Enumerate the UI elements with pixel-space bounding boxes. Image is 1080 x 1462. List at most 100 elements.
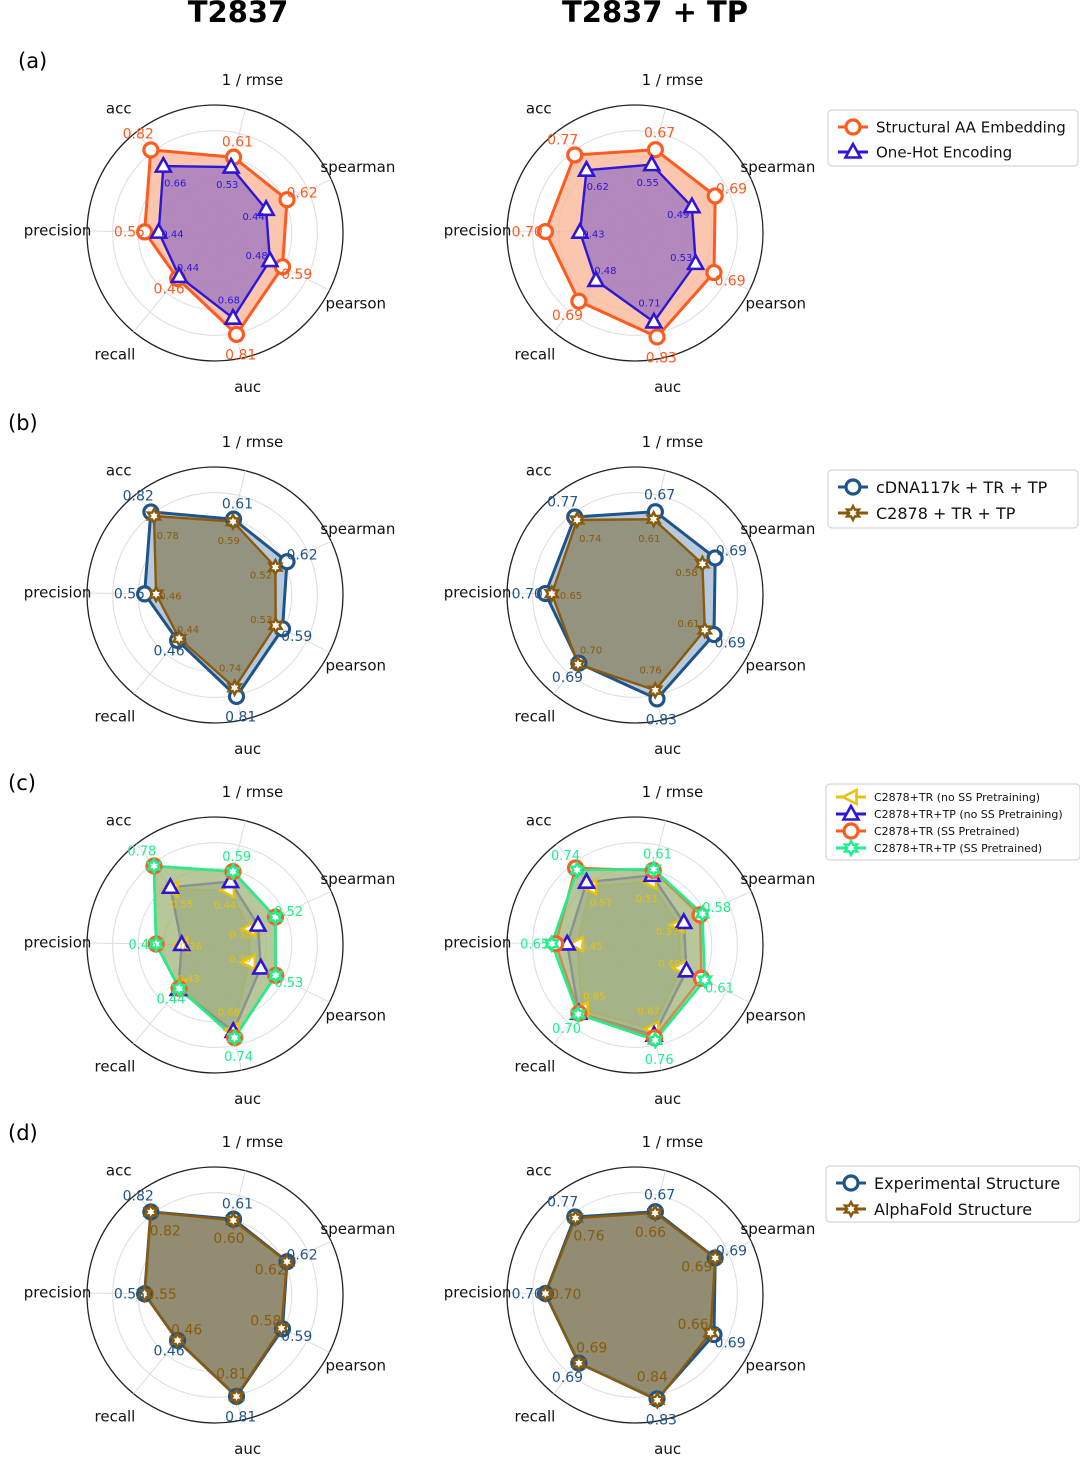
data-label: 0.65 bbox=[520, 937, 549, 952]
data-label: 0.70 bbox=[512, 1286, 543, 1302]
axis-label-recall: recall bbox=[515, 1058, 556, 1076]
data-label: 0.61 bbox=[638, 534, 660, 545]
data-label: 0.83 bbox=[646, 350, 677, 366]
legend-marker bbox=[841, 803, 861, 821]
data-point bbox=[568, 860, 586, 880]
data-label: 0.82 bbox=[123, 489, 154, 505]
series-markers-c2878-tr-tp bbox=[543, 509, 714, 700]
data-label: 0.45 bbox=[580, 941, 602, 952]
radar-chart-c-t2837: 1 / rmse spearman pearson auc recall precisio… bbox=[24, 783, 396, 1108]
legend-marker bbox=[842, 822, 860, 840]
axis-label-auc: auc bbox=[654, 378, 681, 396]
data-point bbox=[267, 557, 284, 577]
row-label-b: (b) bbox=[8, 411, 38, 435]
data-point bbox=[676, 960, 697, 978]
data-point bbox=[685, 252, 706, 271]
radar-chart-b-t2837-tp: 1 / rmse spearman pearson auc recall precisio… bbox=[444, 433, 816, 758]
data-label: 0.55 bbox=[114, 1287, 145, 1303]
data-point bbox=[570, 221, 590, 239]
data-label: 0.59 bbox=[281, 1329, 312, 1345]
data-point bbox=[646, 141, 664, 159]
data-label: 0.46 bbox=[171, 1322, 202, 1338]
axis-label-recall: recall bbox=[515, 346, 556, 364]
legends: Structural AA Embedding One-Hot Encoding c… bbox=[825, 109, 1080, 1223]
axis-label-precision: precision bbox=[24, 934, 92, 952]
data-point bbox=[267, 907, 284, 927]
axis-label-spearman: spearman bbox=[320, 158, 395, 176]
axis-label-recall: recall bbox=[95, 1408, 136, 1426]
data-label: 0.74 bbox=[579, 534, 601, 545]
data-label: 0.44 bbox=[242, 212, 264, 223]
data-label: 0.58 bbox=[250, 1313, 281, 1329]
data-label: 0.66 bbox=[678, 1317, 709, 1333]
series-c2878-tr-tp-ss-pretrained bbox=[550, 867, 707, 1042]
data-label: 0.52 bbox=[250, 571, 272, 582]
axis-label-spearman: spearman bbox=[740, 870, 815, 888]
series-c2878-tr-tp bbox=[152, 514, 277, 689]
data-point bbox=[136, 223, 154, 241]
data-label: 0.65 bbox=[560, 591, 582, 602]
axis-label-1-rmse: 1 / rmse bbox=[222, 433, 284, 451]
data-point bbox=[543, 934, 561, 954]
legend-marker bbox=[844, 478, 862, 496]
data-label: 0.61 bbox=[643, 847, 672, 862]
axis-label-pearson: pearson bbox=[325, 1357, 386, 1375]
data-label: 0.76 bbox=[639, 666, 661, 677]
radar-chart-d-t2837: 1 / rmse spearman pearson auc recall precisio… bbox=[24, 1133, 396, 1458]
data-label: 0.44 bbox=[214, 901, 236, 912]
data-label: 0.62 bbox=[286, 1248, 317, 1264]
data-point bbox=[142, 1202, 160, 1222]
data-point bbox=[260, 249, 280, 268]
data-label: 0.77 bbox=[547, 132, 578, 148]
axis-label-1-rmse: 1 / rmse bbox=[642, 433, 704, 451]
axis-label-pearson: pearson bbox=[325, 657, 386, 675]
data-label: 0.65 bbox=[583, 991, 605, 1002]
series-alphafold-structure bbox=[143, 1210, 289, 1398]
data-point bbox=[223, 307, 243, 325]
data-label: 0.55 bbox=[146, 1287, 177, 1303]
data-label: 0.52 bbox=[274, 905, 303, 920]
data-label: 0.67 bbox=[644, 126, 675, 142]
data-point bbox=[537, 1283, 554, 1304]
data-label: 0.55 bbox=[637, 178, 659, 189]
data-point bbox=[272, 1318, 290, 1338]
series-c2878-tr-tp bbox=[550, 518, 706, 692]
grid-ring bbox=[506, 104, 764, 362]
data-label: 0.66 bbox=[635, 1225, 666, 1241]
axis-label-pearson: pearson bbox=[745, 1007, 806, 1025]
axis-label-acc: acc bbox=[526, 461, 552, 479]
data-point bbox=[226, 678, 243, 698]
grid-ring bbox=[532, 130, 738, 336]
data-label: 0.43 bbox=[178, 974, 200, 985]
series-markers-c2878-tr-tp-ss-pretrained bbox=[543, 859, 714, 1050]
axis-label-acc: acc bbox=[526, 1161, 552, 1179]
data-point bbox=[682, 195, 702, 214]
data-label: 0.67 bbox=[644, 1188, 675, 1204]
data-label: 0.53 bbox=[274, 976, 303, 991]
data-point bbox=[227, 325, 246, 344]
data-point bbox=[238, 953, 257, 972]
data-label: 0.69 bbox=[714, 636, 745, 652]
data-label: 0.44 bbox=[177, 263, 199, 274]
axis-label-precision: precision bbox=[444, 1284, 512, 1302]
axis-label-spearman: spearman bbox=[320, 520, 395, 538]
data-label: 0.69 bbox=[552, 1370, 583, 1386]
legend-c: C2878+TR (no SS Pretraining) C2878+TR+TP … bbox=[825, 783, 1080, 861]
data-point bbox=[172, 933, 192, 952]
axis-label-auc: auc bbox=[234, 1440, 261, 1458]
data-label: 0.44 bbox=[157, 992, 186, 1007]
legend-marker bbox=[840, 787, 858, 807]
series-area bbox=[152, 514, 277, 689]
data-label: 0.46 bbox=[154, 644, 185, 660]
legend-item-cdna117k-tr-tp: cDNA117k + TR + TP bbox=[838, 478, 1048, 497]
data-label: 0.30 bbox=[229, 955, 251, 966]
legend-label: C2878+TR+TP (no SS Pretraining) bbox=[874, 808, 1063, 821]
data-label: 0.81 bbox=[216, 1367, 247, 1383]
legend-marker bbox=[842, 1199, 860, 1219]
data-label: 0.58 bbox=[702, 901, 731, 916]
radar-chart-b-t2837: 1 / rmse spearman pearson auc recall precisio… bbox=[24, 433, 396, 758]
legend-item-c2878-tr-tp-no-ss-pretraining: C2878+TR+TP (no SS Pretraining) bbox=[836, 803, 1063, 821]
data-point bbox=[224, 861, 242, 882]
data-label: 0.76 bbox=[645, 1053, 674, 1068]
data-point bbox=[278, 191, 296, 209]
